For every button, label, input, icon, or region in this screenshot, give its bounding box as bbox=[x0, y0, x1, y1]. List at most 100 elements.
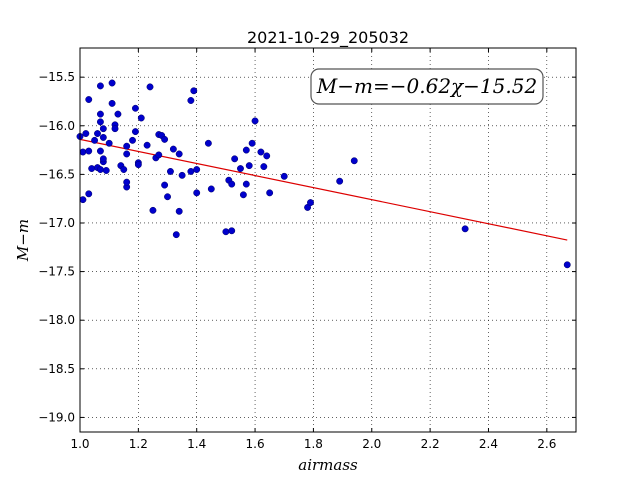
data-point bbox=[242, 180, 250, 188]
data-point bbox=[461, 225, 469, 233]
chart-title: 2021-10-29_205032 bbox=[247, 28, 409, 48]
data-point bbox=[79, 148, 87, 156]
data-point bbox=[169, 145, 177, 153]
data-point bbox=[175, 150, 183, 158]
data-point bbox=[336, 177, 344, 185]
data-point bbox=[207, 185, 215, 193]
data-point bbox=[120, 166, 128, 173]
data-point bbox=[242, 146, 250, 154]
data-point bbox=[131, 104, 139, 112]
x-tick-label: 1.6 bbox=[246, 437, 265, 451]
data-point bbox=[190, 87, 198, 95]
data-point bbox=[99, 133, 107, 141]
plot-frame bbox=[79, 47, 577, 433]
data-point bbox=[248, 139, 256, 147]
ticks-layer bbox=[79, 48, 576, 432]
data-point bbox=[96, 82, 104, 90]
y-tick-label: −18.5 bbox=[38, 362, 75, 376]
data-point bbox=[228, 227, 236, 235]
data-point bbox=[79, 196, 87, 204]
x-tick-label: 1.0 bbox=[70, 437, 89, 451]
y-tick-label: −16.5 bbox=[38, 167, 75, 181]
data-point bbox=[149, 206, 157, 214]
data-point bbox=[245, 162, 253, 170]
data-point bbox=[123, 150, 131, 158]
data-point bbox=[237, 165, 244, 172]
data-point bbox=[85, 190, 93, 198]
data-point bbox=[193, 189, 201, 197]
data-point bbox=[307, 199, 314, 207]
x-tick-label: 2.2 bbox=[421, 437, 440, 451]
data-point bbox=[239, 191, 247, 199]
data-point bbox=[172, 231, 180, 239]
data-point bbox=[228, 180, 236, 188]
data-point bbox=[85, 147, 93, 155]
x-tick-label: 1.4 bbox=[187, 437, 206, 451]
data-point bbox=[96, 147, 104, 155]
data-point bbox=[137, 114, 145, 122]
data-point bbox=[123, 142, 131, 150]
data-point bbox=[164, 193, 171, 201]
data-point bbox=[85, 96, 93, 103]
equation-annotation: M−m=−0.62χ−15.52 bbox=[310, 68, 544, 105]
data-point bbox=[131, 128, 139, 136]
y-tick-labels: −15.5 −16.0 −16.5 −17.0 −17.5 −18.0 −18.5 −19.0 bbox=[38, 70, 75, 424]
points-layer bbox=[76, 79, 571, 269]
data-point bbox=[143, 141, 151, 149]
data-point bbox=[129, 136, 136, 144]
data-point bbox=[155, 151, 163, 159]
y-tick-label: −16.0 bbox=[38, 119, 75, 133]
data-point bbox=[114, 110, 122, 118]
data-point bbox=[187, 97, 195, 104]
plot-area bbox=[80, 48, 576, 432]
data-point bbox=[166, 168, 174, 175]
y-axis-label: M−m bbox=[14, 219, 32, 262]
data-point bbox=[99, 125, 107, 133]
data-point bbox=[266, 189, 274, 197]
data-point bbox=[231, 155, 239, 163]
x-tick-label: 2.4 bbox=[479, 437, 498, 451]
data-point bbox=[102, 167, 110, 174]
data-point bbox=[134, 161, 142, 169]
data-point bbox=[350, 157, 358, 165]
data-point bbox=[193, 166, 201, 173]
data-point bbox=[88, 165, 96, 172]
data-point bbox=[251, 117, 259, 125]
data-point bbox=[280, 172, 288, 180]
x-tick-label: 2.0 bbox=[362, 437, 381, 451]
data-point bbox=[178, 171, 186, 179]
data-point bbox=[96, 166, 104, 173]
data-point bbox=[91, 136, 99, 144]
data-point bbox=[222, 228, 230, 236]
y-tick-label: −15.5 bbox=[38, 70, 75, 84]
data-point bbox=[161, 181, 169, 189]
y-tick-label: −19.0 bbox=[38, 410, 75, 424]
data-point bbox=[257, 148, 265, 156]
data-point bbox=[146, 83, 154, 91]
data-point bbox=[187, 168, 195, 175]
data-point bbox=[263, 152, 271, 160]
x-axis-label: airmass bbox=[298, 456, 358, 474]
x-tick-label: 1.8 bbox=[304, 437, 323, 451]
annotation-text: M−m=−0.62χ−15.52 bbox=[316, 74, 537, 98]
y-tick-label: −17.5 bbox=[38, 265, 75, 279]
data-point bbox=[108, 79, 116, 87]
data-point bbox=[96, 118, 104, 126]
y-tick-label: −18.0 bbox=[38, 313, 75, 327]
data-point bbox=[161, 135, 169, 143]
data-point bbox=[563, 261, 571, 269]
x-tick-label: 1.2 bbox=[129, 437, 148, 451]
data-point bbox=[175, 207, 183, 215]
x-tick-labels: 1.0 1.2 1.4 1.6 1.8 2.0 2.2 2.4 2.6 bbox=[70, 437, 556, 451]
data-point bbox=[260, 163, 268, 171]
data-point bbox=[94, 130, 101, 137]
x-tick-label: 2.6 bbox=[537, 437, 556, 451]
data-point bbox=[82, 130, 90, 137]
y-tick-label: −17.0 bbox=[38, 216, 75, 230]
annotation-box bbox=[310, 68, 544, 105]
data-point bbox=[108, 99, 116, 107]
data-point bbox=[96, 110, 104, 118]
data-point bbox=[123, 178, 131, 186]
data-point bbox=[111, 125, 119, 133]
